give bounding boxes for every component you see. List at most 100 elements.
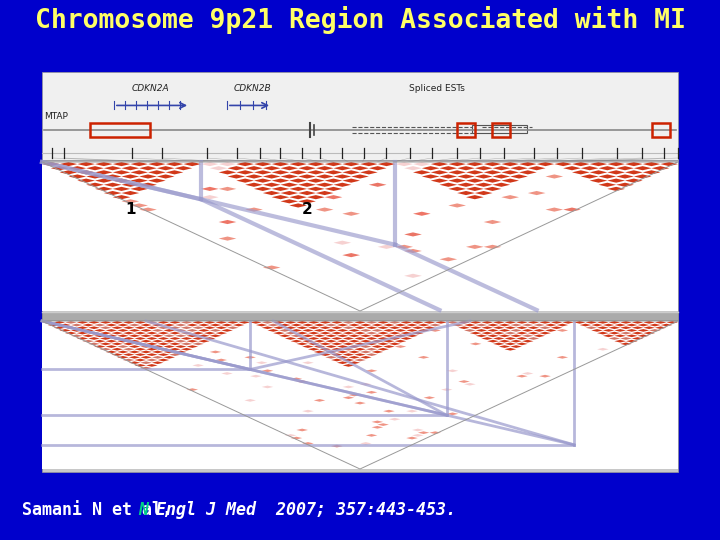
Polygon shape <box>516 326 528 329</box>
Polygon shape <box>366 391 377 394</box>
Polygon shape <box>325 329 337 332</box>
Polygon shape <box>169 332 181 334</box>
Polygon shape <box>53 321 65 323</box>
Polygon shape <box>89 321 100 323</box>
Polygon shape <box>412 326 423 329</box>
Polygon shape <box>219 162 236 166</box>
Polygon shape <box>493 326 505 329</box>
Polygon shape <box>626 334 637 337</box>
Polygon shape <box>123 353 135 356</box>
Polygon shape <box>331 332 343 334</box>
Polygon shape <box>302 340 314 342</box>
Text: Chromosome 9p21 Region Associated with MI: Chromosome 9p21 Region Associated with M… <box>35 6 685 34</box>
Polygon shape <box>221 372 233 375</box>
Polygon shape <box>337 323 348 326</box>
Polygon shape <box>210 334 221 337</box>
Polygon shape <box>320 326 331 329</box>
Polygon shape <box>112 187 130 191</box>
Polygon shape <box>331 342 343 345</box>
Polygon shape <box>281 166 298 170</box>
Polygon shape <box>614 334 626 337</box>
Polygon shape <box>652 166 669 170</box>
Polygon shape <box>412 434 423 437</box>
Polygon shape <box>181 326 192 329</box>
Polygon shape <box>254 179 271 183</box>
Polygon shape <box>343 326 354 329</box>
Polygon shape <box>366 342 377 345</box>
Polygon shape <box>522 340 534 342</box>
Polygon shape <box>406 334 418 337</box>
Polygon shape <box>360 329 372 332</box>
Polygon shape <box>516 342 528 345</box>
Polygon shape <box>487 323 499 326</box>
Polygon shape <box>152 329 163 332</box>
Polygon shape <box>343 342 354 345</box>
Polygon shape <box>139 207 157 212</box>
Polygon shape <box>152 345 163 348</box>
Polygon shape <box>281 191 298 195</box>
Polygon shape <box>449 162 466 166</box>
Polygon shape <box>342 253 360 257</box>
Polygon shape <box>614 340 626 342</box>
Polygon shape <box>422 174 439 179</box>
Polygon shape <box>563 207 581 212</box>
Polygon shape <box>112 337 123 340</box>
Polygon shape <box>476 323 487 326</box>
Polygon shape <box>227 326 238 329</box>
Polygon shape <box>429 329 441 332</box>
Polygon shape <box>307 170 325 174</box>
Polygon shape <box>360 345 372 348</box>
Polygon shape <box>140 334 152 337</box>
Polygon shape <box>510 329 522 332</box>
Polygon shape <box>71 334 83 337</box>
Polygon shape <box>129 323 140 326</box>
Polygon shape <box>140 329 152 332</box>
Polygon shape <box>459 380 470 383</box>
Polygon shape <box>325 195 342 199</box>
Polygon shape <box>204 337 215 340</box>
Polygon shape <box>95 187 112 191</box>
Polygon shape <box>516 321 528 323</box>
Polygon shape <box>158 353 169 356</box>
Polygon shape <box>501 179 519 183</box>
Polygon shape <box>337 340 348 342</box>
Polygon shape <box>158 326 169 329</box>
Polygon shape <box>281 183 298 187</box>
Polygon shape <box>228 174 246 179</box>
Polygon shape <box>274 332 285 334</box>
Polygon shape <box>86 174 104 179</box>
Polygon shape <box>499 340 510 342</box>
Polygon shape <box>186 388 198 391</box>
Polygon shape <box>487 334 499 337</box>
Polygon shape <box>268 323 279 326</box>
Bar <box>42 321 678 469</box>
Polygon shape <box>169 353 181 356</box>
Polygon shape <box>360 350 372 353</box>
Polygon shape <box>418 431 429 434</box>
Polygon shape <box>510 323 522 326</box>
Polygon shape <box>152 350 163 353</box>
Polygon shape <box>482 332 493 334</box>
Polygon shape <box>406 323 418 326</box>
Polygon shape <box>94 329 106 332</box>
Polygon shape <box>395 162 413 166</box>
Polygon shape <box>534 323 545 326</box>
Polygon shape <box>466 162 484 166</box>
Polygon shape <box>117 323 129 326</box>
Polygon shape <box>139 183 157 187</box>
Polygon shape <box>546 207 563 212</box>
Polygon shape <box>140 340 152 342</box>
Polygon shape <box>221 329 233 332</box>
Polygon shape <box>499 345 510 348</box>
Polygon shape <box>169 348 181 350</box>
Polygon shape <box>130 204 148 207</box>
Polygon shape <box>42 321 53 323</box>
Polygon shape <box>316 191 333 195</box>
Polygon shape <box>337 329 348 332</box>
Polygon shape <box>377 423 389 426</box>
Polygon shape <box>446 321 459 323</box>
Polygon shape <box>59 323 71 326</box>
Polygon shape <box>204 321 215 323</box>
Polygon shape <box>130 179 148 183</box>
Polygon shape <box>389 342 400 345</box>
